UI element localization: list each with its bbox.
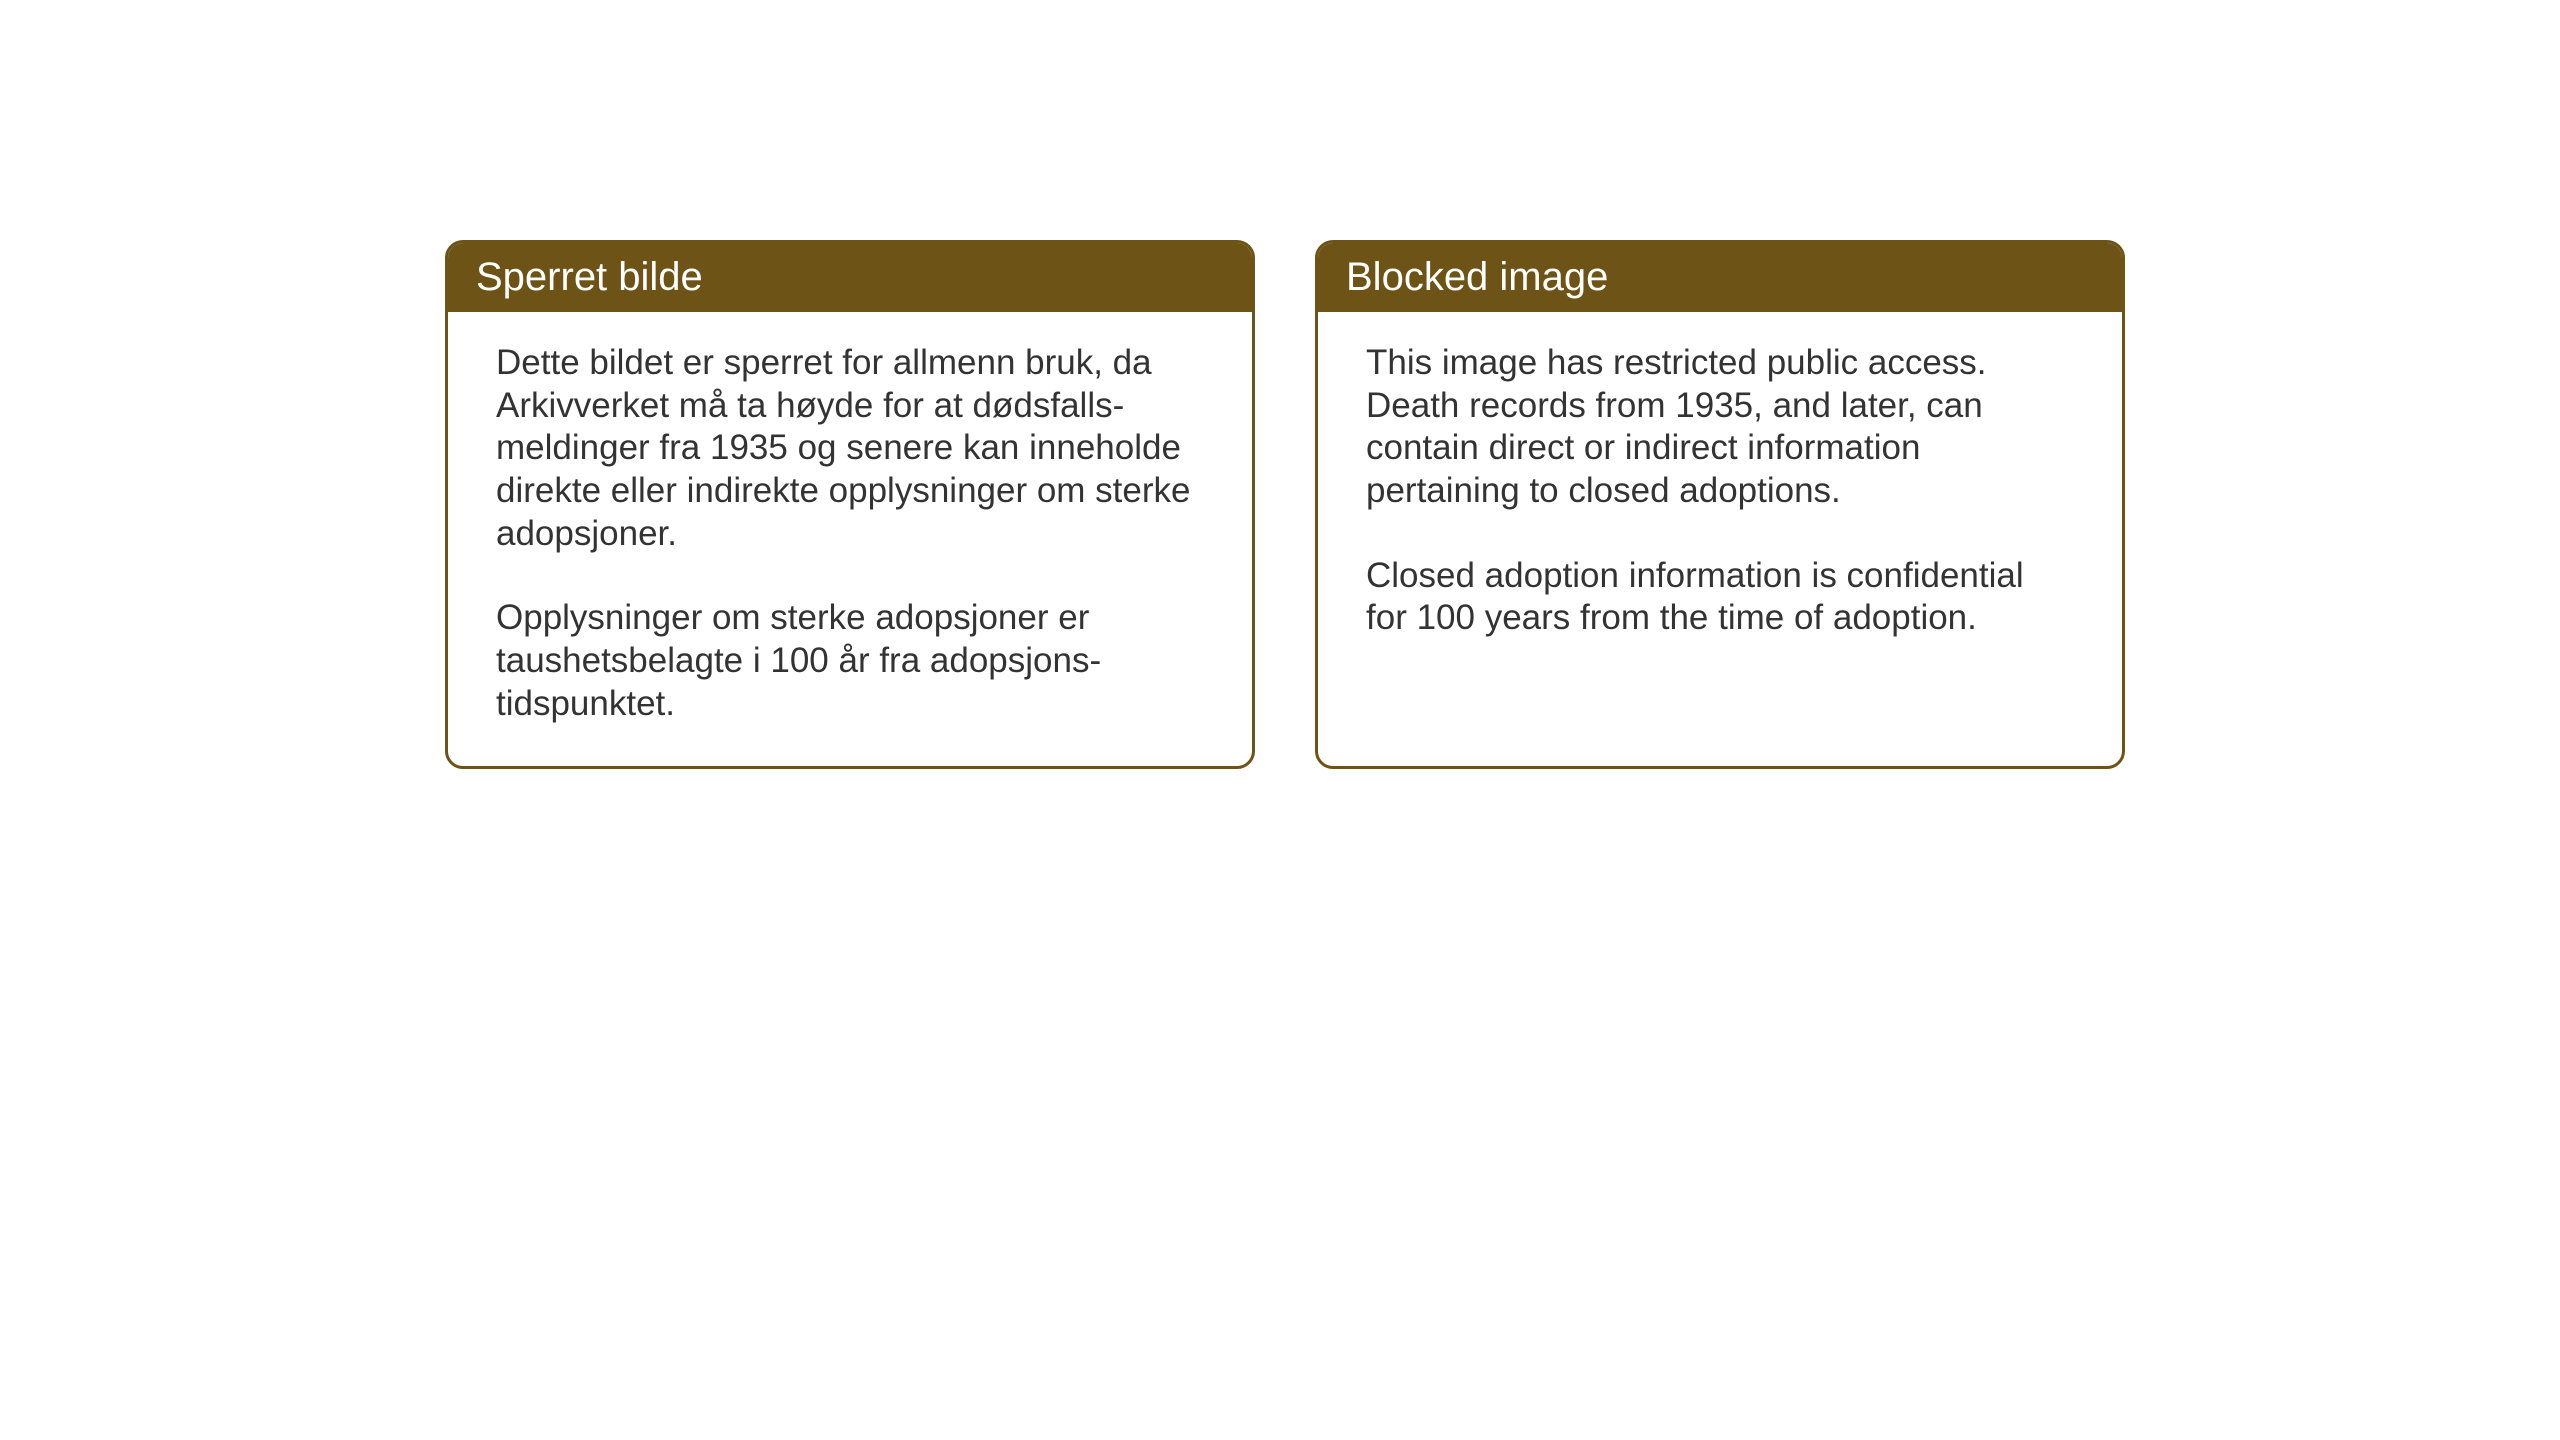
- notice-paragraph-2-norwegian: Opplysninger om sterke adopsjoner er tau…: [496, 597, 1204, 725]
- notice-paragraph-1-english: This image has restricted public access.…: [1366, 342, 2074, 513]
- notice-body-english: This image has restricted public access.…: [1318, 312, 2122, 680]
- notice-body-norwegian: Dette bildet er sperret for allmenn bruk…: [448, 312, 1252, 766]
- notice-card-norwegian: Sperret bilde Dette bildet er sperret fo…: [445, 240, 1255, 769]
- notice-card-english: Blocked image This image has restricted …: [1315, 240, 2125, 769]
- notice-header-norwegian: Sperret bilde: [448, 243, 1252, 312]
- notice-paragraph-2-english: Closed adoption information is confident…: [1366, 555, 2074, 640]
- notice-title-norwegian: Sperret bilde: [476, 255, 703, 299]
- notice-header-english: Blocked image: [1318, 243, 2122, 312]
- notice-container: Sperret bilde Dette bildet er sperret fo…: [445, 240, 2125, 769]
- notice-title-english: Blocked image: [1346, 255, 1608, 299]
- notice-paragraph-1-norwegian: Dette bildet er sperret for allmenn bruk…: [496, 342, 1204, 555]
